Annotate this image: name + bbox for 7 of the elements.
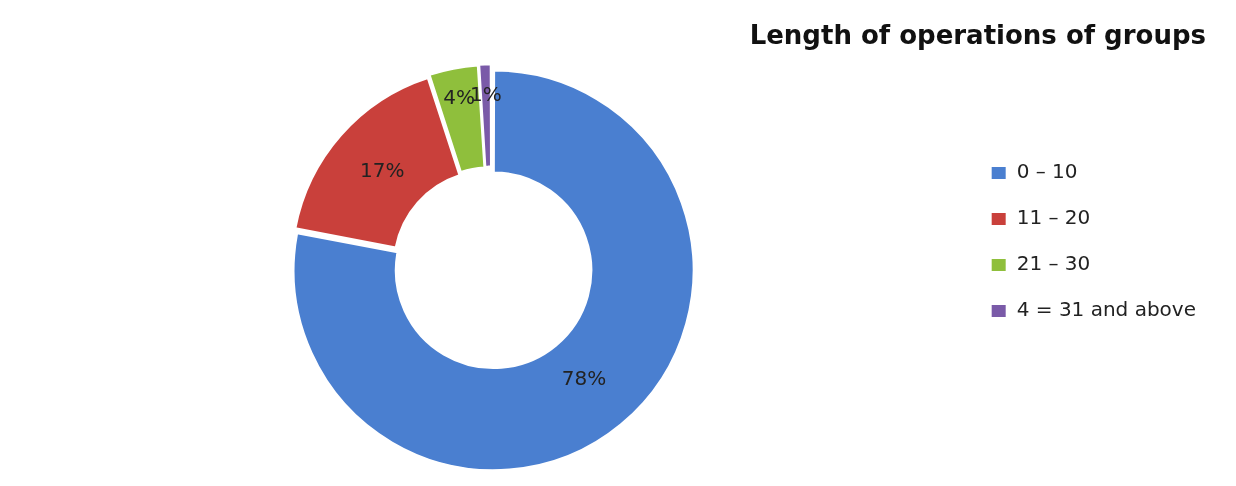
chart-title: Length of operations of groups <box>749 20 1206 51</box>
legend-label: 0 – 10 <box>1016 159 1078 184</box>
legend-label: 21 – 30 <box>1016 251 1091 276</box>
legend-label: 11 – 20 <box>1016 205 1091 230</box>
legend-label: 4 = 31 and above <box>1016 297 1197 322</box>
data-label: 78% <box>561 365 607 390</box>
data-label: 17% <box>360 157 405 182</box>
